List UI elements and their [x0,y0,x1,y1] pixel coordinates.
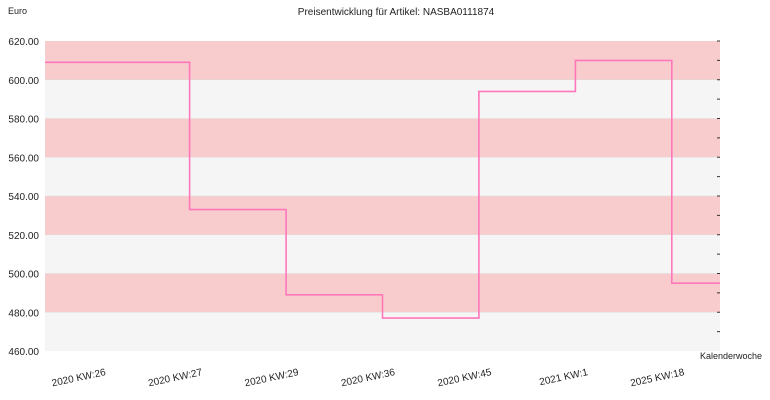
x-axis-label: Kalenderwoche [700,351,762,361]
price-step-line [45,59,720,319]
y-tick-label: 560.00 [8,153,39,164]
grid-band [45,79,720,119]
y-tick-label: 600.00 [8,76,39,87]
y-tick-label: 460.00 [8,347,39,358]
chart-title: Preisentwicklung für Artikel: NASBA01118… [298,7,495,18]
y-tick-label: 520.00 [8,231,39,242]
y-axis-ticks: 620.00 600.00 580.00 560.00 540.00 520.00 500.… [8,37,39,358]
grid-band [45,234,720,274]
right-axis-ticks [717,40,720,333]
y-tick-label: 540.00 [8,192,39,203]
x-tick-label: 2020 KW:26 [51,367,107,389]
plot-series [45,59,720,319]
x-axis-ticks: 2020 KW:26 2020 KW:27 2020 KW:29 2020 KW:36… [51,367,686,389]
y-axis-label: Euro [8,6,27,16]
x-tick-label: 2020 KW:29 [244,367,300,389]
y-tick-label: 480.00 [8,308,39,319]
x-tick-label: 2020 KW:27 [147,367,203,389]
y-tick-label: 580.00 [8,115,39,126]
x-tick-label: 2021 KW:1 [538,367,589,388]
grid-band [45,118,720,158]
background-bands [45,41,720,351]
x-tick-label: 2020 KW:36 [340,367,396,389]
grid-band [45,157,720,196]
y-tick-label: 500.00 [8,270,39,281]
y-tick-label: 620.00 [8,37,39,48]
x-tick-label: 2020 KW:45 [437,367,493,389]
grid-band [45,196,720,235]
x-tick-label: 2025 KW:18 [629,367,685,389]
